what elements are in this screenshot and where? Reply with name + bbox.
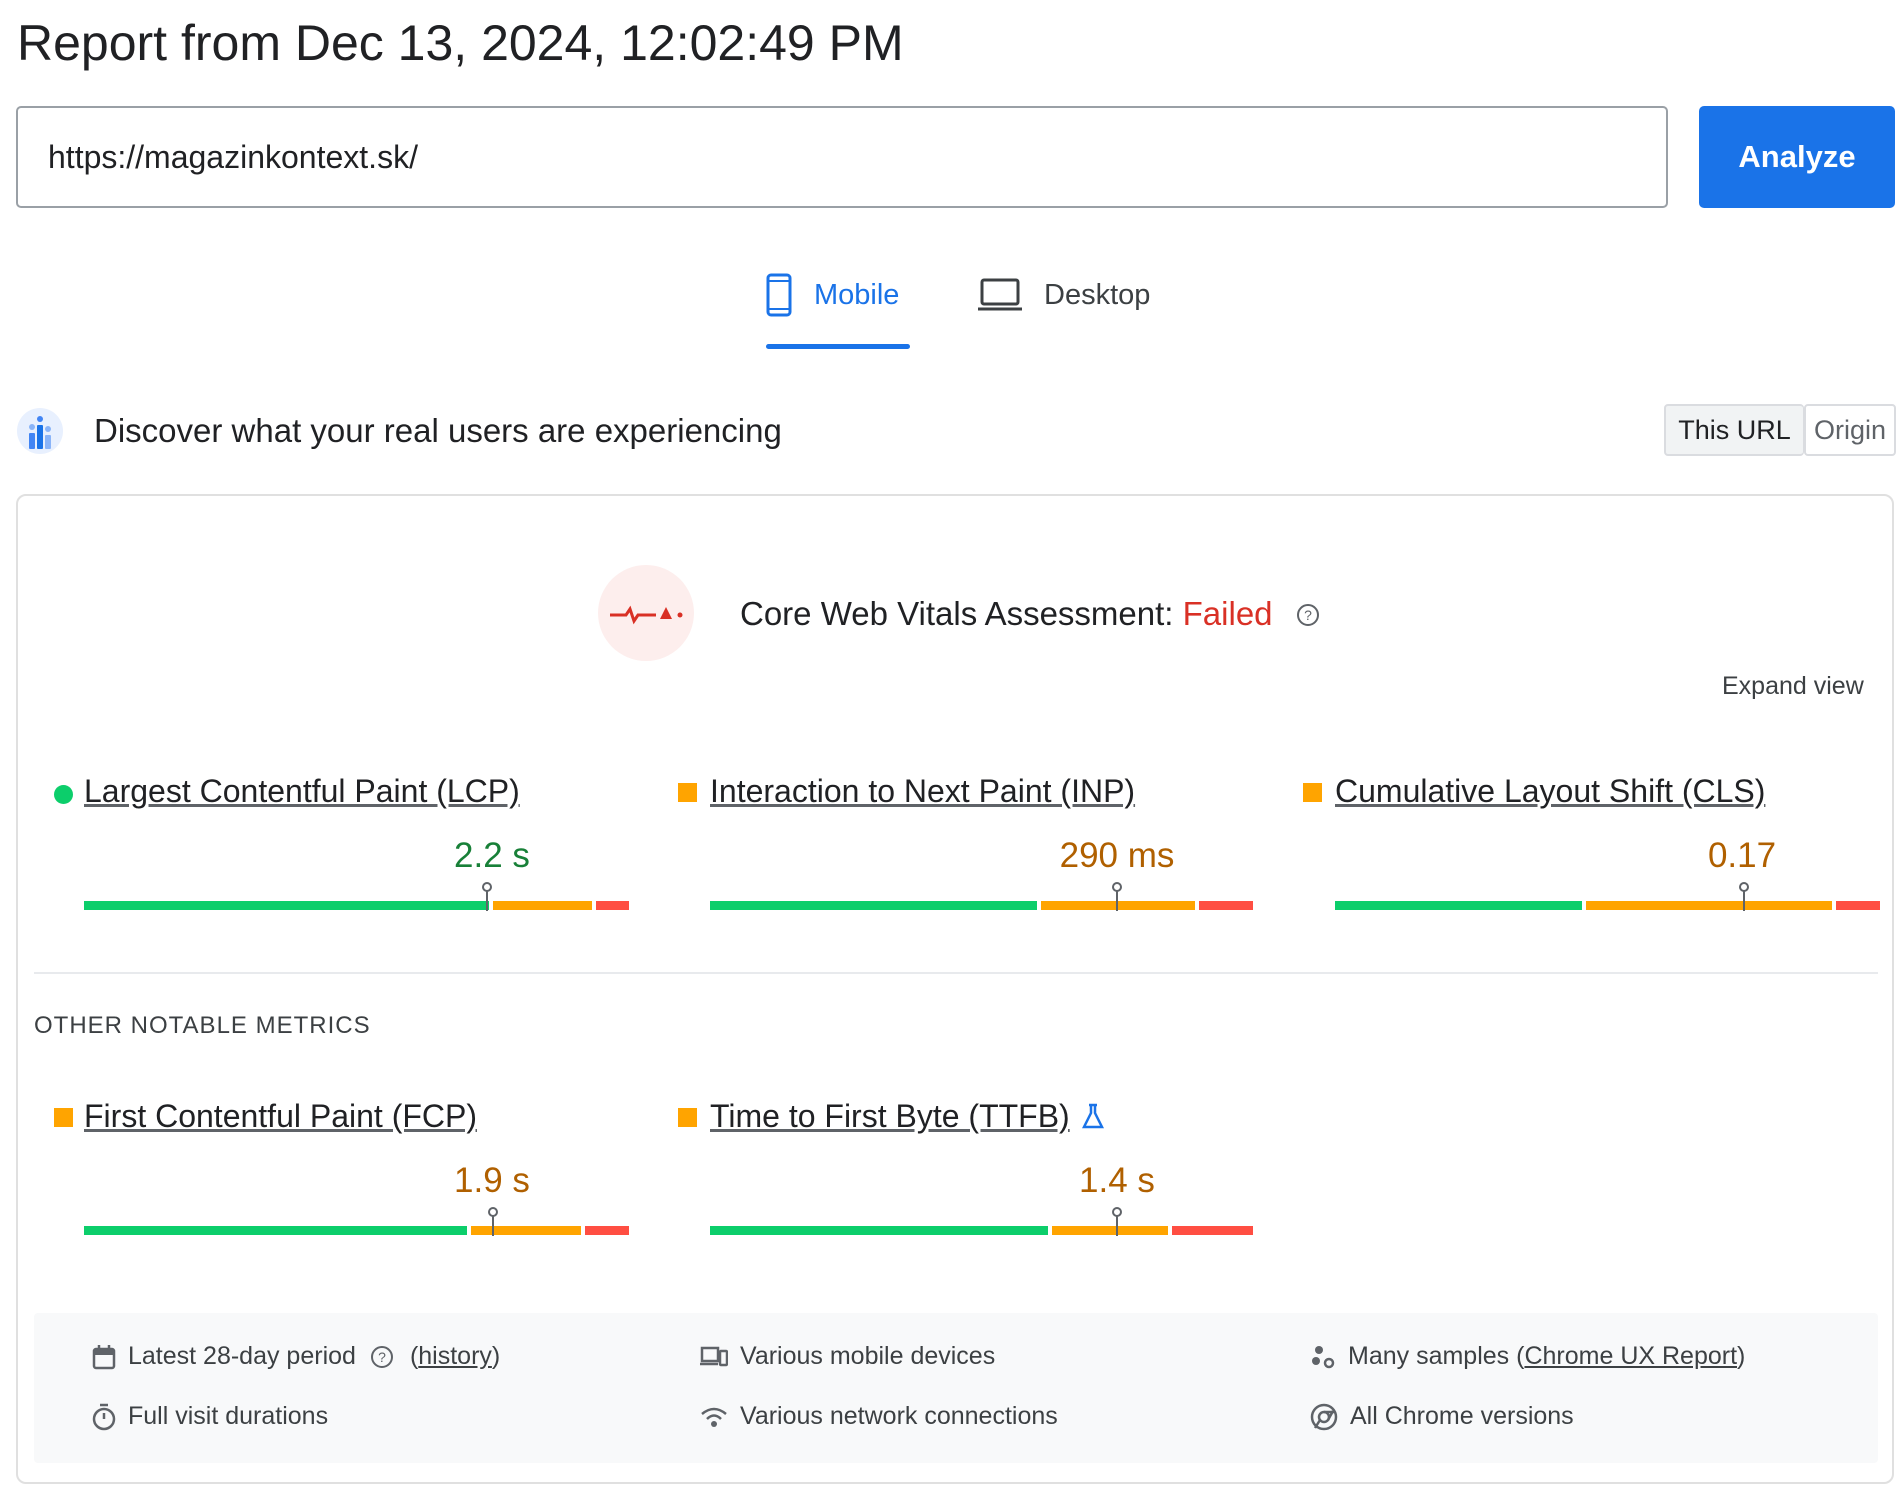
inp-value: 290 ms — [1059, 836, 1175, 875]
help-icon[interactable]: ? — [370, 1345, 394, 1369]
good-segment — [710, 901, 1038, 910]
p75-marker — [1112, 1207, 1123, 1236]
ttfb-value: 1.4 s — [1079, 1161, 1155, 1200]
samples-suffix: ) — [1737, 1342, 1746, 1370]
svg-text:?: ? — [1304, 607, 1312, 623]
lcp-value: 2.2 s — [454, 836, 530, 875]
lab-flask-icon — [1081, 1103, 1105, 1134]
chrome-versions-label: All Chrome versions — [1350, 1402, 1574, 1430]
period-label: Latest 28-day period — [128, 1342, 356, 1370]
tab-desktop[interactable]: Desktop — [978, 240, 1158, 350]
needs-improvement-segment — [492, 901, 593, 910]
analyze-button[interactable]: Analyze — [1699, 106, 1895, 208]
lcp-metric-link[interactable]: Largest Contentful Paint (LCP) — [84, 773, 520, 809]
network-info: Various network connections — [700, 1402, 1058, 1431]
cls-metric-link[interactable]: Cumulative Layout Shift (CLS) — [1335, 773, 1766, 809]
toggle-origin[interactable]: Origin — [1804, 404, 1896, 456]
svg-text:?: ? — [378, 1349, 386, 1365]
lcp-good-dot — [54, 785, 73, 804]
durations-info: Full visit durations — [92, 1402, 328, 1431]
good-segment — [84, 901, 489, 910]
active-tab-indicator — [766, 344, 910, 349]
samples-prefix: Many samples ( — [1348, 1342, 1525, 1370]
fcp-value: 1.9 s — [454, 1161, 530, 1200]
fcp-metric-link[interactable]: First Contentful Paint (FCP) — [84, 1098, 477, 1134]
cls-value: 0.17 — [1707, 836, 1777, 875]
needs-improvement-segment — [1052, 1226, 1168, 1235]
cls-ni-square — [1303, 783, 1322, 802]
poor-segment — [1836, 901, 1880, 910]
toggle-this-url[interactable]: This URL — [1664, 404, 1804, 456]
report-title: Report from Dec 13, 2024, 12:02:49 PM — [17, 15, 904, 71]
p75-marker — [1112, 882, 1123, 911]
cls-distribution-bar — [1335, 882, 1880, 911]
tab-desktop-label: Desktop — [1044, 278, 1151, 311]
phone-icon — [766, 273, 792, 317]
url-field[interactable] — [16, 106, 1668, 208]
cwv-assessment-status: Failed — [1182, 595, 1273, 632]
poor-segment — [596, 901, 629, 910]
calendar-icon — [92, 1344, 116, 1370]
good-segment — [710, 1226, 1049, 1235]
devices-icon — [700, 1345, 728, 1369]
samples-info: Many samples (Chrome UX Report) — [1310, 1342, 1745, 1371]
needs-improvement-segment — [470, 1226, 582, 1235]
chrome-versions-info: All Chrome versions — [1310, 1402, 1574, 1431]
network-label: Various network connections — [740, 1402, 1058, 1430]
p75-marker — [487, 1207, 498, 1236]
history-link[interactable]: history — [418, 1342, 492, 1370]
devices-info: Various mobile devices — [700, 1342, 995, 1371]
needs-improvement-segment — [1585, 901, 1833, 910]
cwv-assessment: Core Web Vitals Assessment: Failed ? — [740, 595, 1320, 635]
inp-metric-link[interactable]: Interaction to Next Paint (INP) — [710, 773, 1136, 809]
p75-marker — [1738, 882, 1749, 911]
good-segment — [1335, 901, 1582, 910]
poor-segment — [1171, 1226, 1253, 1235]
fcp-distribution-bar — [84, 1207, 629, 1236]
samples-icon — [1310, 1344, 1336, 1370]
url-input[interactable] — [48, 138, 1636, 176]
good-segment — [84, 1226, 467, 1235]
period-info: Latest 28-day period ? (history) — [92, 1342, 500, 1371]
tab-mobile-label: Mobile — [814, 278, 900, 311]
chrome-icon — [1310, 1403, 1338, 1431]
section-divider — [34, 972, 1878, 974]
data-source-footer — [34, 1313, 1878, 1463]
ttfb-metric-link[interactable]: Time to First Byte (TTFB) — [710, 1098, 1070, 1134]
inp-distribution-bar — [710, 882, 1253, 911]
ttfb-ni-square — [678, 1108, 697, 1127]
inp-ni-square — [678, 783, 697, 802]
help-icon[interactable]: ? — [1296, 597, 1320, 635]
ttfb-distribution-bar — [710, 1207, 1253, 1236]
cwv-assessment-label: Core Web Vitals Assessment: — [740, 595, 1183, 632]
fcp-ni-square — [54, 1108, 73, 1127]
other-metrics-heading: OTHER NOTABLE METRICS — [34, 1012, 371, 1039]
p75-marker — [482, 882, 493, 911]
tab-mobile[interactable]: Mobile — [766, 240, 910, 350]
crux-heading: Discover what your real users are experi… — [94, 412, 782, 449]
durations-label: Full visit durations — [128, 1402, 329, 1430]
timer-icon — [92, 1403, 116, 1431]
poor-segment — [1198, 901, 1253, 910]
laptop-icon — [978, 278, 1022, 312]
crux-users-icon — [16, 405, 64, 457]
chrome-ux-report-link[interactable]: Chrome UX Report — [1524, 1342, 1738, 1370]
expand-view-button[interactable]: Expand view — [1722, 672, 1864, 700]
poor-segment — [585, 1226, 629, 1235]
lcp-distribution-bar — [84, 882, 629, 911]
network-icon — [700, 1405, 728, 1429]
devices-label: Various mobile devices — [740, 1342, 996, 1370]
cwv-failed-icon — [598, 565, 694, 661]
